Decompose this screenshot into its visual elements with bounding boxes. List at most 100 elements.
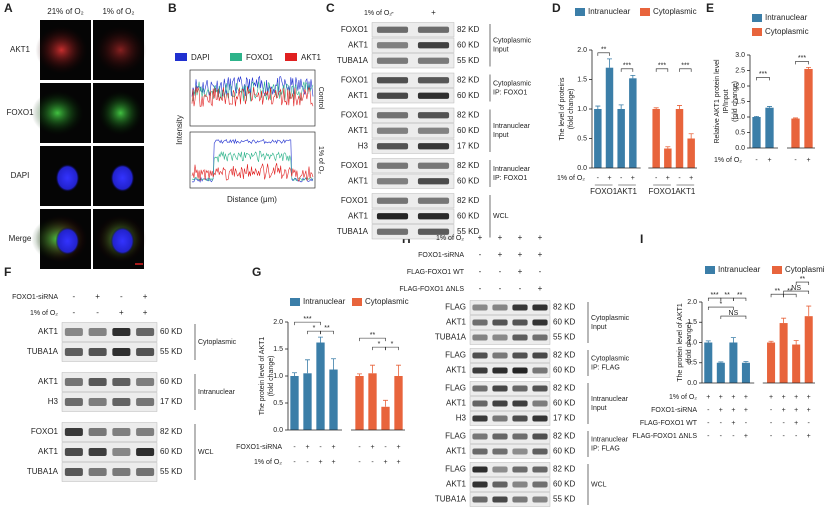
blot-strip [469, 315, 551, 330]
protein-label: FOXO1 [341, 25, 369, 34]
y-tick-label: 2.0 [577, 47, 587, 54]
blot-strip [371, 88, 455, 104]
size-label: 60 KD [553, 366, 575, 375]
y-tick-label: 1.0 [273, 373, 283, 380]
section-label: WCL [198, 449, 214, 456]
size-label: 17 KD [457, 141, 479, 150]
section-label: Cytoplasmic [198, 339, 237, 346]
condition-label: 1% of O₂ [30, 310, 58, 317]
size-label: 60 KD [553, 480, 575, 489]
panel-letter: B [168, 1, 177, 15]
size-label: 60 KD [457, 126, 479, 135]
blot-band [472, 385, 488, 392]
size-label: 60 KD [457, 211, 479, 220]
condition-sign: + [806, 157, 810, 164]
bar [741, 362, 750, 383]
condition-sign: + [370, 444, 374, 451]
error-bar [618, 104, 624, 109]
error-bar [730, 337, 736, 343]
y-axis-label: (fold change) [568, 89, 575, 130]
size-label: 82 KD [457, 75, 479, 84]
legend-swatch [752, 14, 762, 22]
blot-strip [469, 396, 551, 411]
legend-label: Cytoplasmic [653, 7, 697, 16]
protein-label: AKT1 [38, 377, 59, 386]
condition-sign: + [331, 444, 335, 451]
blot-strip [61, 342, 158, 362]
section-label: Intranuclear [591, 396, 629, 403]
condition-sign: + [331, 459, 335, 466]
condition-sign: - [720, 433, 723, 440]
y-axis-label: The level of proteins [559, 77, 566, 141]
condition-sign: - [319, 444, 322, 451]
intensity-line [191, 163, 314, 182]
blot-band [512, 319, 528, 326]
row-label: FOXO1 [6, 108, 34, 117]
section-label: Input [493, 47, 509, 54]
legend-label: DAPI [191, 53, 210, 62]
condition-sign: + [731, 407, 735, 414]
error-bar [718, 361, 724, 363]
blot-band [136, 468, 155, 476]
condition-sign: - [73, 292, 76, 301]
condition-sign: + [318, 459, 322, 466]
condition-sign: + [478, 233, 483, 242]
condition-sign: - [293, 444, 296, 451]
significance-label: ** [724, 292, 730, 299]
condition-sign: + [518, 250, 523, 259]
blot-band [512, 433, 528, 440]
condition-sign: + [119, 308, 124, 317]
significance-bracket [320, 330, 334, 335]
error-bar [781, 317, 787, 324]
condition-sign: + [767, 157, 771, 164]
y-axis-label: (fold change) [732, 81, 739, 122]
significance-bracket [756, 77, 770, 81]
panel-letter: I [640, 232, 643, 246]
blot-band [64, 448, 83, 456]
bar [704, 342, 713, 383]
intensity-line [191, 138, 314, 183]
bar [729, 342, 738, 383]
section-label: WCL [591, 481, 607, 488]
blot-strip [371, 193, 455, 209]
condition-sign: + [689, 175, 693, 182]
blot-band [492, 334, 508, 341]
protein-label: FLAG [445, 432, 466, 441]
blot-strip [469, 330, 551, 345]
blot-band [136, 378, 155, 386]
bar [716, 362, 725, 383]
error-bar [357, 373, 362, 376]
condition-label: FLAG-FOXO1 ΔNLS [632, 433, 697, 440]
blot-band [512, 334, 528, 341]
condition-label: 1% of O₂ [254, 459, 282, 466]
protein-label: FOXO1 [31, 427, 59, 436]
blot-band [64, 428, 83, 436]
protein-label: AKT1 [348, 40, 369, 49]
blot-band [376, 127, 409, 134]
condition-sign: - [732, 433, 735, 440]
error-bar [806, 305, 812, 317]
legend-label: Cytoplasmic [765, 27, 809, 36]
blot-band [88, 468, 107, 476]
size-label: 55 KD [160, 467, 182, 476]
blot-band [492, 481, 508, 488]
blot-band [417, 77, 450, 84]
size-label: 60 KD [160, 447, 182, 456]
stain [98, 91, 143, 135]
y-tick-label: 3.0 [735, 52, 745, 59]
condition-sign: + [383, 459, 387, 466]
y-tick-label: 1.0 [577, 106, 587, 113]
significance-bracket [597, 52, 610, 56]
protein-label: H3 [456, 414, 467, 423]
significance-label: ** [787, 288, 793, 295]
intensity-line [191, 75, 314, 97]
condition-sign: + [95, 292, 100, 301]
protein-label: FOXO1 [341, 110, 369, 119]
condition-sign: + [794, 407, 798, 414]
blot-band [512, 466, 528, 473]
bar [767, 342, 776, 383]
section-label: Input [591, 405, 607, 412]
condition-sign: + [719, 407, 723, 414]
bar [303, 373, 312, 430]
blot-band [472, 433, 488, 440]
